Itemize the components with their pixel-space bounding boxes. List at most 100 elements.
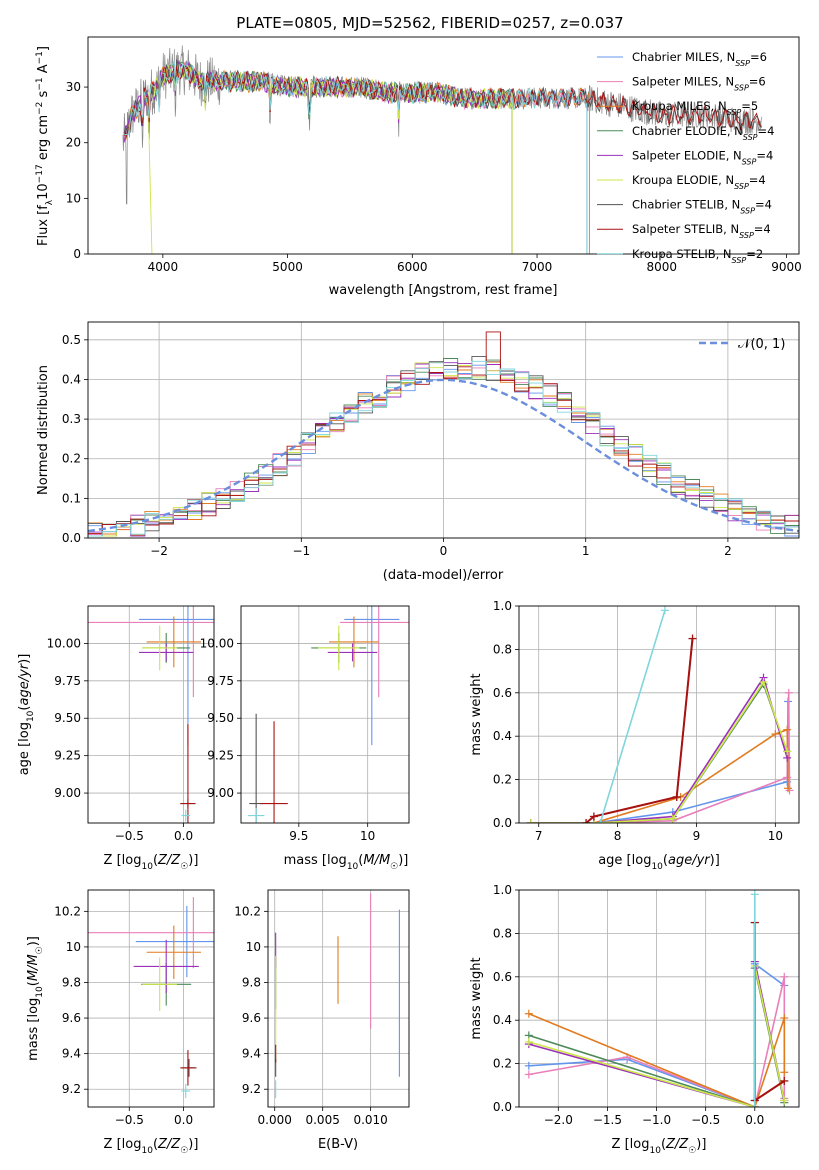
y-tick-label: 1.0 (493, 883, 512, 897)
y-tick-label: 9.4 (242, 1047, 261, 1061)
weight-line-0 (530, 701, 789, 823)
plot-area-age-vs-mass (241, 606, 409, 823)
errorbar-point-7 (180, 1050, 196, 1086)
y-tick-label: 9.6 (62, 1011, 81, 1025)
legend-label: Salpeter ELODIE, NSSP=4 (632, 148, 773, 166)
y-axis-label: Normed distribution (36, 365, 51, 495)
weight-marker (783, 725, 792, 734)
x-tick-label: 0.0 (174, 1113, 193, 1127)
x-tick-label: 9000 (771, 260, 802, 274)
y-tick-label: 9.50 (54, 711, 81, 725)
y-tick-label: 0.0 (493, 816, 512, 830)
axes-frame (87, 889, 215, 1108)
y-tick-label: 9.2 (62, 1082, 81, 1096)
histogram-7 (88, 331, 799, 534)
errorbar-point-7 (180, 724, 196, 823)
errorbar-point-1 (340, 606, 409, 698)
errorbar-point-1 (88, 606, 214, 698)
x-tick-label: 10 (360, 829, 375, 843)
errorbar-point-7 (260, 721, 288, 823)
x-tick-label: −2 (150, 544, 168, 558)
errorbar-point-5 (318, 625, 360, 671)
x-tick-label: 4000 (148, 260, 179, 274)
chart-spectrum: 4000 5000 6000 7000 8000 9000 0 10 20 30 Chabrier … (35, 36, 802, 298)
plot-area-weight-vs-z (519, 890, 799, 1107)
y-tick-label: 0.4 (62, 372, 81, 386)
y-tick-label: 0.0 (493, 1100, 512, 1114)
x-axis-label: E(B-V) (318, 1137, 358, 1152)
y-tick-label: 10.00 (200, 636, 234, 650)
y-tick-label: 9.00 (207, 786, 234, 800)
weight-marker (672, 792, 681, 801)
y-tick-label: 0.5 (62, 333, 81, 347)
errorbar-point-2 (329, 616, 379, 668)
errorbar-point-5 (142, 625, 178, 671)
x-tick-label: 2 (724, 544, 732, 558)
x-tick-label: 0.0 (174, 829, 193, 843)
figure-title: PLATE=0805, MJD=52562, FIBERID=0257, z=0… (236, 14, 623, 32)
y-axis-label: mass [log10(M/M☉)] (26, 936, 45, 1061)
model-spectrum-6 (123, 58, 762, 133)
weight-marker (526, 819, 535, 823)
weight-marker (750, 1103, 759, 1107)
axes-frame (267, 889, 410, 1108)
weight-marker (771, 730, 780, 739)
model-spectrum-7 (123, 65, 762, 138)
weight-marker (783, 784, 792, 793)
y-tick-label: 0.6 (493, 686, 512, 700)
y-axis-label: age [log10(age/yr)] (17, 654, 36, 776)
y-tick-label: 0.2 (493, 1057, 512, 1071)
x-tick-label: −1.5 (593, 1113, 622, 1127)
x-tick-label: −0.5 (691, 1113, 720, 1127)
legend-label: Kroupa STELIB, NSSP=2 (632, 247, 763, 265)
axes-frame (87, 605, 215, 824)
legend: 𝒩(0, 1) (699, 337, 785, 352)
x-tick-label: 7 (535, 829, 543, 843)
x-tick-label: 1 (582, 544, 590, 558)
y-tick-label: 20 (66, 136, 81, 150)
y-tick-label: 0.2 (62, 452, 81, 466)
y-tick-label: 0.3 (62, 412, 81, 426)
chart-mass-vs-z: −0.5 0.0 9.2 9.4 9.6 9.8 10 10.2 Z [log10(Z/Z☉)]… (26, 889, 215, 1156)
y-tick-label: 0.6 (493, 970, 512, 984)
y-tick-label: 9.25 (207, 749, 234, 763)
x-tick-label: 0.0 (745, 1113, 764, 1127)
y-tick-label: 0.8 (493, 642, 512, 656)
errorbar-point-4 (133, 939, 199, 994)
y-tick-label: 0 (73, 247, 81, 261)
normal-reference-curve (88, 378, 799, 533)
model-spectrum-8 (124, 59, 588, 254)
weight-marker (524, 1070, 533, 1079)
weight-line-8 (599, 610, 666, 823)
chart-weight-vs-z: −2.0 −1.5 −1.0 −0.5 0.0 0.0 0.2 0.4 0.6 0.8 1.0 Z [… (469, 883, 800, 1156)
weight-marker (780, 1076, 789, 1085)
x-tick-label: −1 (292, 544, 310, 558)
axes-frame (518, 605, 800, 824)
weight-marker (524, 1009, 533, 1018)
x-tick-label: 0 (440, 544, 448, 558)
errorbar-point-8 (181, 809, 191, 822)
errorbar-point-5 (142, 957, 178, 1011)
x-axis-label: age [log10(age/yr)] (598, 853, 720, 872)
y-tick-label: 9.6 (242, 1011, 261, 1025)
errorbar-point-8 (181, 1083, 191, 1099)
y-tick-label: 9.8 (242, 975, 261, 989)
legend-label: Chabrier ELODIE, NSSP=4 (632, 124, 774, 142)
errorbar-point-2 (146, 925, 201, 979)
weight-marker (596, 819, 605, 823)
y-tick-label: 9.25 (54, 749, 81, 763)
legend-label: Kroupa MILES, NSSP=5 (632, 99, 758, 117)
weight-marker (668, 814, 677, 823)
chart-residuals: −2 −1 0 1 2 0.0 0.1 0.2 0.3 0.4 0.5 𝒩(0, 1) (data-mo… (36, 321, 800, 583)
x-tick-label: −0.5 (115, 1113, 144, 1127)
weight-marker (750, 890, 759, 899)
weight-line-6 (754, 922, 785, 1102)
plot-area-mass-vs-ebv (268, 890, 409, 1107)
y-tick-label: 9.4 (62, 1047, 81, 1061)
weight-marker (784, 688, 793, 697)
x-tick-label: −2.0 (544, 1113, 573, 1127)
legend-label: Chabrier MILES, NSSP=6 (632, 50, 767, 68)
x-axis-label: wavelength [Angstrom, rest frame] (329, 283, 558, 298)
y-tick-label: 0.4 (493, 1013, 512, 1027)
y-tick-label: 9.75 (54, 674, 81, 688)
